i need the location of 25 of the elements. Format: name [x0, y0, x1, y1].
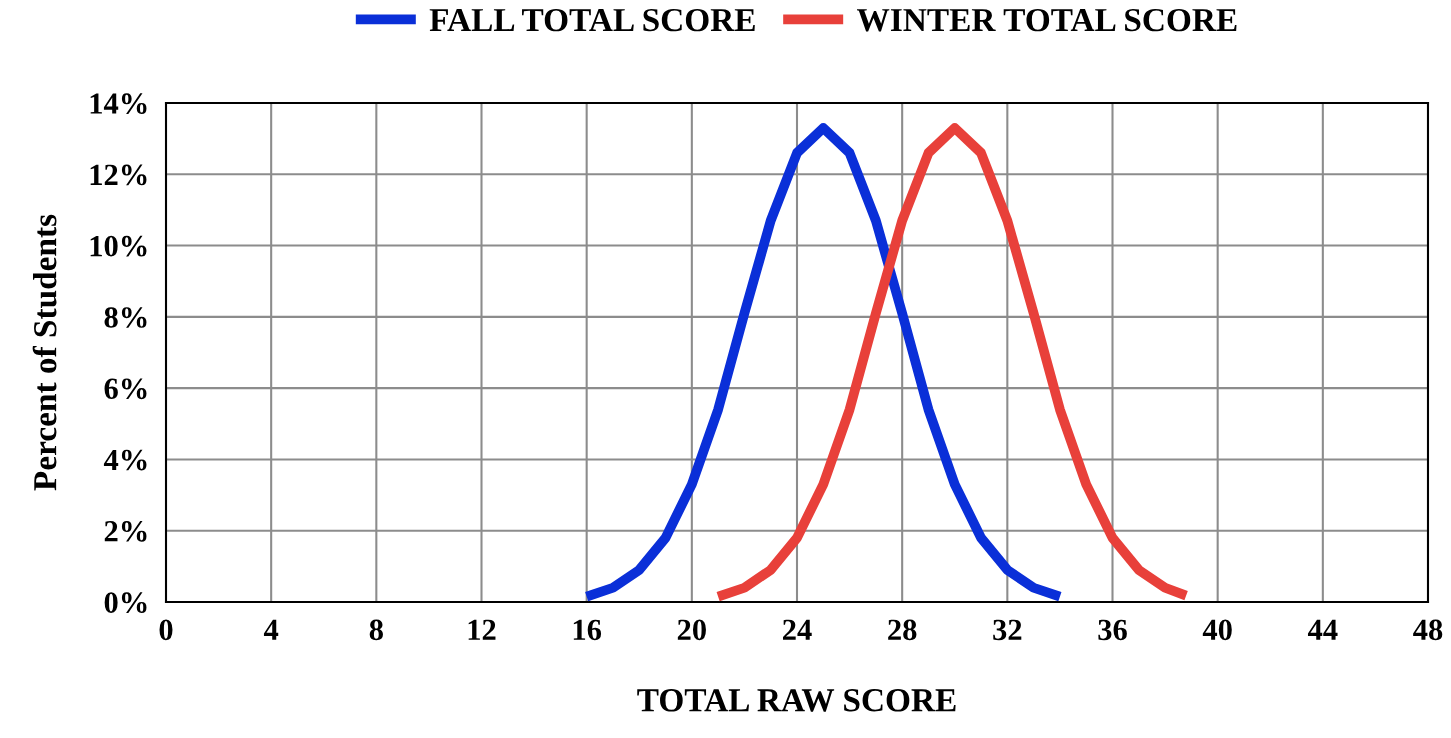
y-axis-title: Percent of Students [32, 214, 57, 491]
x-tick-label: 28 [888, 619, 917, 641]
x-axis-title: TOTAL RAW SCORE [637, 689, 956, 712]
x-tick-label: 0 [159, 619, 173, 641]
x-tick-label: 36 [1098, 619, 1127, 641]
x-tick-label: 16 [573, 619, 602, 641]
y-tick-label: 8% [104, 307, 147, 328]
x-tick-label: 40 [1202, 619, 1232, 641]
y-tick-label: 12% [90, 164, 147, 186]
x-tick-label: 8 [369, 619, 383, 641]
y-tick-label: 2% [104, 521, 147, 542]
y-tick-label: 10% [90, 235, 147, 257]
x-tick-label: 20 [677, 619, 706, 641]
x-tick-label: 44 [1307, 619, 1338, 640]
y-tick-label: 14% [90, 93, 147, 114]
y-tick-label: 6% [104, 378, 147, 400]
y-tick-label: 0% [104, 592, 147, 613]
x-tick-label: 12 [468, 619, 496, 640]
legend-label: WINTER TOTAL SCORE [856, 8, 1237, 32]
x-tick-label: 24 [783, 619, 812, 640]
y-tick-label: 4% [103, 449, 147, 471]
x-tick-label: 48 [1413, 619, 1443, 641]
legend-label: FALL TOTAL SCORE [429, 8, 755, 32]
x-tick-label: 4 [263, 619, 279, 640]
x-tick-label: 32 [993, 619, 1022, 641]
